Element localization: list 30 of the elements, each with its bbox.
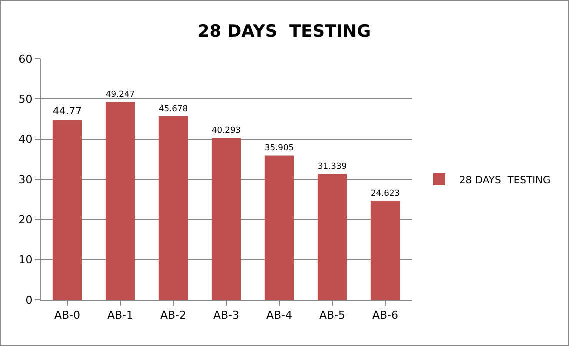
chart-title: 28 DAYS TESTING [198, 22, 372, 42]
bar [318, 174, 348, 300]
data-label: 31.339 [318, 160, 348, 171]
bar [158, 116, 188, 300]
x-tick-label: AB-4 [266, 309, 293, 322]
y-tick-label: 20 [18, 214, 33, 227]
x-tick-label: AB-6 [372, 309, 399, 322]
bar [52, 120, 82, 300]
data-label: 35.905 [264, 142, 294, 153]
y-tick-label: 30 [18, 173, 33, 186]
data-label: 44.77 [52, 106, 82, 118]
bar [370, 201, 400, 300]
y-tick-label: 50 [18, 93, 33, 106]
x-tick-label: AB-5 [319, 309, 346, 322]
x-tick-label: AB-0 [54, 309, 81, 322]
y-tick-label: 60 [18, 52, 33, 66]
x-tick-label: AB-3 [213, 309, 240, 322]
y-tick-label: 40 [18, 133, 33, 146]
x-tick-label: AB-1 [107, 309, 134, 322]
data-label: 24.623 [370, 188, 400, 198]
x-tick-label: AB-2 [160, 309, 187, 322]
bar [212, 138, 242, 300]
data-label: 49.247 [106, 88, 136, 99]
y-tick-label: 10 [18, 254, 33, 267]
bar [264, 156, 294, 300]
y-tick-label: 0 [26, 294, 33, 307]
data-label: 45.678 [158, 103, 188, 114]
data-label: 40.293 [212, 124, 242, 135]
legend-label: 28 DAYS TESTING [459, 175, 551, 186]
bar [106, 102, 136, 300]
